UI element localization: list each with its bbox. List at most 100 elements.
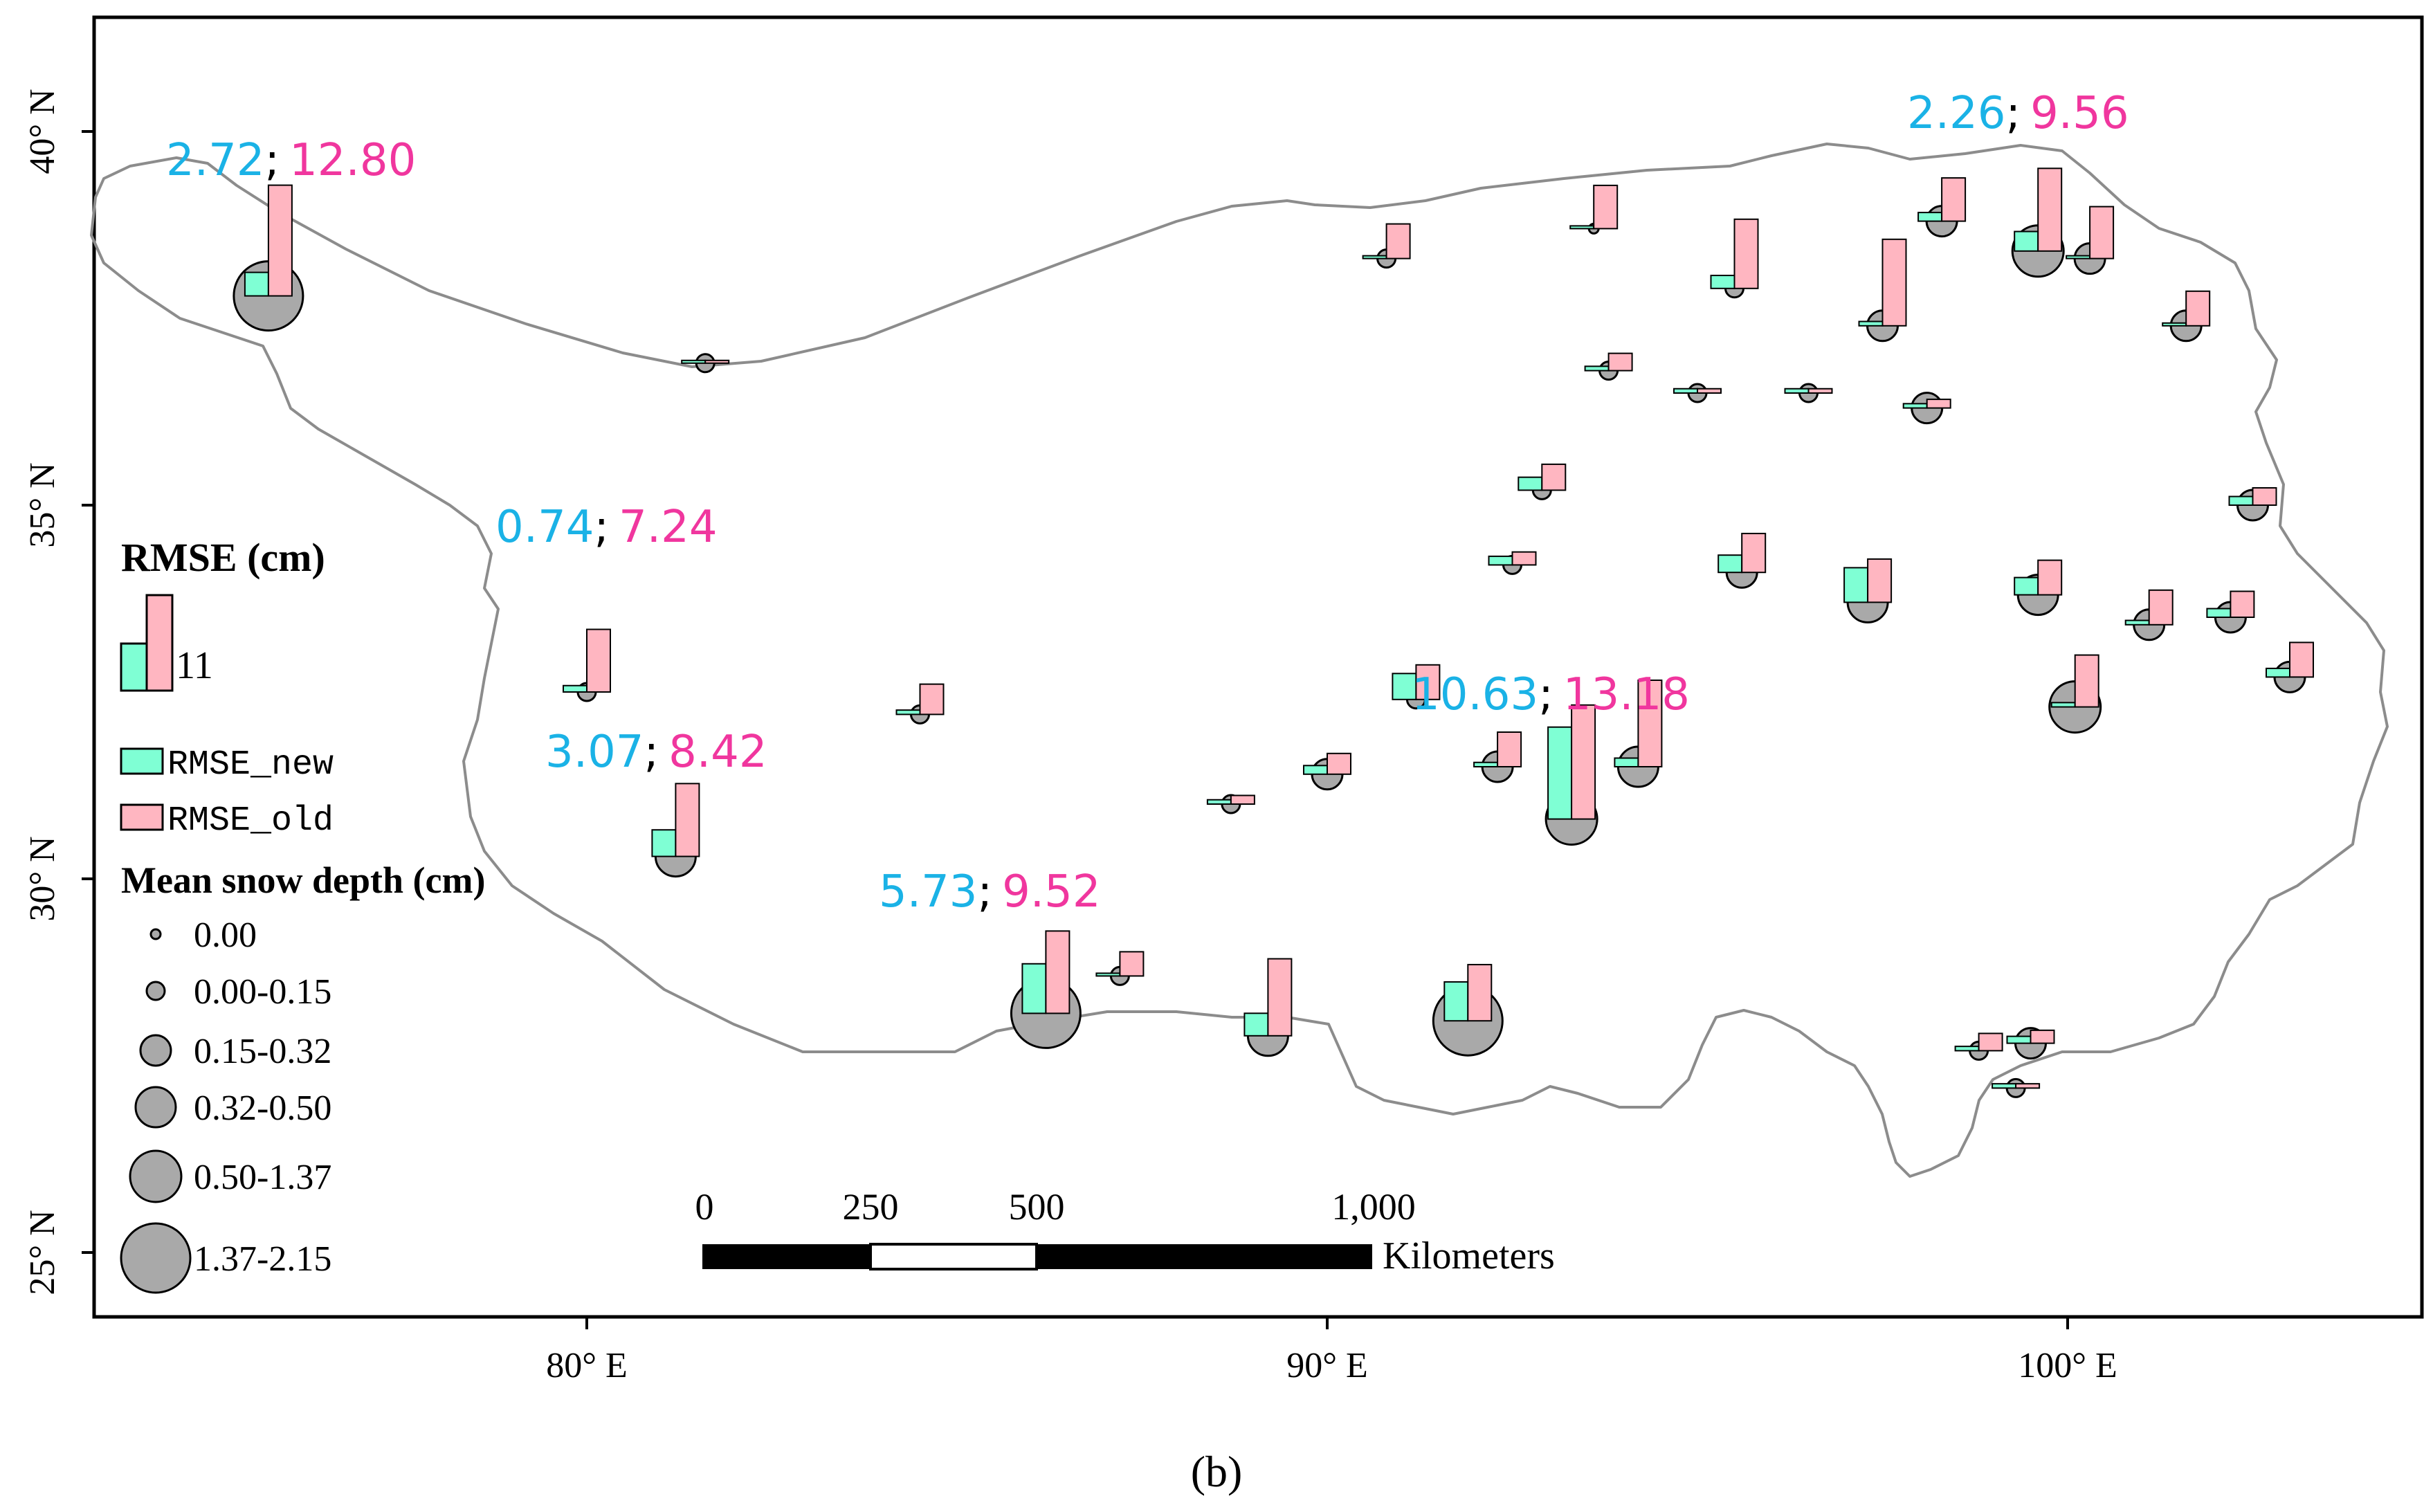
lat-label-40: 40° N bbox=[23, 89, 62, 174]
rmse-new-bar bbox=[681, 359, 707, 364]
legend-depth-symbol-6 bbox=[120, 1222, 192, 1294]
station-37 bbox=[2228, 487, 2277, 522]
rmse-old-bar bbox=[2074, 654, 2099, 708]
lat-label-35: 35° N bbox=[23, 462, 62, 547]
station-28 bbox=[1917, 177, 1967, 238]
rmse-old-bar bbox=[586, 628, 611, 693]
rmse-new-bar bbox=[2014, 576, 2039, 596]
rmse-new-bar bbox=[2006, 1035, 2032, 1044]
lon-label-90: 90° E bbox=[1286, 1346, 1368, 1385]
rmse-old-bar bbox=[1467, 963, 1493, 1022]
rmse-new-bar bbox=[2206, 608, 2232, 618]
rmse-new-bar bbox=[2228, 495, 2254, 506]
station-11 bbox=[1362, 223, 1411, 269]
rmse-new-bar bbox=[1303, 765, 1328, 775]
legend-rmse-title: RMSE (cm) bbox=[121, 535, 325, 580]
rmse-new-bar bbox=[2266, 667, 2290, 678]
legend-depth-label-5: 0.50-1.37 bbox=[194, 1158, 331, 1197]
legend-depth-symbol-4 bbox=[134, 1086, 177, 1129]
annotation-3: 3.07; 8.42 bbox=[545, 727, 767, 778]
rmse-old-bar bbox=[1541, 463, 1567, 491]
scale-tick-0: 0 bbox=[695, 1186, 714, 1228]
station-24 bbox=[1784, 383, 1833, 403]
rmse-old-bar bbox=[2015, 1083, 2041, 1089]
rmse-old-bar bbox=[1571, 704, 1596, 820]
scale-segment-1 bbox=[702, 1244, 871, 1269]
station-25 bbox=[1843, 558, 1893, 623]
rmse-old-bar bbox=[1119, 951, 1145, 977]
station-7 bbox=[1095, 951, 1145, 986]
rmse-new-bar bbox=[1243, 1012, 1269, 1037]
station-3 bbox=[563, 628, 611, 702]
rmse-new-bar bbox=[1206, 799, 1232, 805]
station-40 bbox=[1954, 1032, 2003, 1061]
station-18 bbox=[1569, 184, 1619, 235]
rmse-new-bar bbox=[2162, 322, 2187, 327]
legend-depth-label-3: 0.15-0.32 bbox=[194, 1032, 331, 1071]
scale-tick-250: 250 bbox=[843, 1186, 899, 1228]
legend-depth-label-1: 0.00 bbox=[194, 916, 257, 955]
rmse-old-bar bbox=[1741, 532, 1767, 574]
station-23 bbox=[1717, 532, 1767, 589]
rmse-new-bar bbox=[1673, 388, 1698, 394]
station-6 bbox=[1010, 930, 1082, 1049]
station-12 bbox=[1392, 664, 1441, 710]
rmse-old-bar bbox=[1045, 930, 1070, 1014]
legend-example-new-bar bbox=[120, 642, 148, 692]
legend-depth-label-2: 0.00-0.15 bbox=[194, 972, 331, 1012]
plateau-boundary bbox=[90, 143, 2389, 1178]
station-36 bbox=[2206, 590, 2255, 634]
station-33 bbox=[2014, 559, 2063, 617]
legend-new-swatch bbox=[120, 747, 164, 775]
rmse-new-bar bbox=[1488, 555, 1513, 566]
rmse-new-bar bbox=[2124, 619, 2150, 626]
rmse-new-bar bbox=[1614, 757, 1639, 767]
rmse-new-bar bbox=[1473, 761, 1499, 767]
station-30 bbox=[2066, 206, 2115, 275]
rmse-old-bar bbox=[2089, 206, 2115, 259]
rmse-new-bar bbox=[1518, 476, 1543, 491]
station-layer bbox=[233, 167, 2314, 1098]
rmse-old-bar bbox=[919, 683, 945, 716]
rmse-new-bar bbox=[1992, 1083, 2017, 1089]
station-19 bbox=[1584, 352, 1633, 381]
rmse-old-bar bbox=[1637, 680, 1663, 767]
rmse-old-bar bbox=[1807, 388, 1833, 394]
lat-label-25: 25° N bbox=[23, 1210, 62, 1295]
scale-tick-500: 500 bbox=[1009, 1186, 1065, 1228]
rmse-old-bar bbox=[2037, 167, 2063, 252]
station-35 bbox=[2266, 641, 2314, 693]
annotation-2: 0.74; 7.24 bbox=[495, 502, 718, 553]
rmse-old-bar bbox=[1327, 752, 1351, 775]
station-27 bbox=[1902, 392, 1951, 425]
station-17 bbox=[1544, 704, 1598, 846]
legend-depth-symbol-2 bbox=[145, 981, 166, 1001]
rmse-new-bar bbox=[1569, 225, 1595, 230]
station-32 bbox=[2048, 654, 2102, 734]
rmse-old-bar bbox=[1926, 399, 1951, 409]
annotation-6: 2.26; 9.56 bbox=[1907, 88, 2129, 139]
scale-tick-1000: 1,000 bbox=[1331, 1186, 1416, 1228]
rmse-new-bar bbox=[1843, 567, 1869, 603]
rmse-new-bar bbox=[651, 829, 677, 857]
station-38 bbox=[1992, 1077, 2041, 1098]
legend-depth-symbol-1 bbox=[149, 928, 162, 940]
rmse-old-bar bbox=[1941, 177, 1967, 222]
rmse-old-bar bbox=[2185, 290, 2211, 327]
annotation-1: 2.72; 12.80 bbox=[166, 135, 416, 186]
rmse-new-bar bbox=[1095, 972, 1121, 977]
station-9 bbox=[1243, 958, 1293, 1057]
legend-depth-label-6: 1.37-2.15 bbox=[194, 1239, 331, 1279]
rmse-new-bar bbox=[2066, 255, 2091, 259]
legend-old-label: RMSE_old bbox=[167, 801, 334, 841]
station-31 bbox=[2162, 290, 2211, 343]
rmse-new-bar bbox=[244, 271, 269, 297]
station-39 bbox=[2006, 1027, 2055, 1060]
scale-segment-3 bbox=[1037, 1244, 1372, 1269]
rmse-new-bar bbox=[1021, 963, 1047, 1014]
station-29 bbox=[2011, 167, 2065, 278]
station-10 bbox=[1303, 752, 1351, 791]
annotation-4: 5.73; 9.52 bbox=[879, 866, 1101, 918]
rmse-old-bar bbox=[2030, 1029, 2055, 1044]
rmse-new-bar bbox=[1710, 275, 1735, 289]
